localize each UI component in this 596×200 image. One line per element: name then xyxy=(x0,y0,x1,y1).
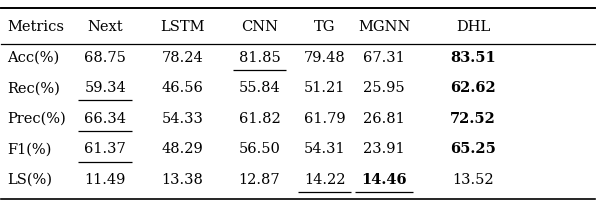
Text: 46.56: 46.56 xyxy=(162,81,203,95)
Text: Metrics: Metrics xyxy=(7,20,64,34)
Text: 56.50: 56.50 xyxy=(238,142,280,156)
Text: Next: Next xyxy=(88,20,123,34)
Text: 51.21: 51.21 xyxy=(304,81,346,95)
Text: 13.38: 13.38 xyxy=(162,173,203,187)
Text: Acc(%): Acc(%) xyxy=(7,51,60,65)
Text: 13.52: 13.52 xyxy=(452,173,494,187)
Text: 14.22: 14.22 xyxy=(304,173,346,187)
Text: 23.91: 23.91 xyxy=(363,142,405,156)
Text: LSTM: LSTM xyxy=(160,20,204,34)
Text: 61.82: 61.82 xyxy=(238,112,280,126)
Text: 54.33: 54.33 xyxy=(162,112,203,126)
Text: DHL: DHL xyxy=(456,20,490,34)
Text: 67.31: 67.31 xyxy=(363,51,405,65)
Text: 54.31: 54.31 xyxy=(304,142,346,156)
Text: 68.75: 68.75 xyxy=(84,51,126,65)
Text: 61.37: 61.37 xyxy=(84,142,126,156)
Text: 59.34: 59.34 xyxy=(84,81,126,95)
Text: 12.87: 12.87 xyxy=(238,173,280,187)
Text: 55.84: 55.84 xyxy=(238,81,280,95)
Text: Prec(%): Prec(%) xyxy=(7,112,66,126)
Text: 11.49: 11.49 xyxy=(85,173,126,187)
Text: 14.46: 14.46 xyxy=(361,173,407,187)
Text: Rec(%): Rec(%) xyxy=(7,81,60,95)
Text: LS(%): LS(%) xyxy=(7,173,52,187)
Text: F1(%): F1(%) xyxy=(7,142,52,156)
Text: 48.29: 48.29 xyxy=(162,142,203,156)
Text: CNN: CNN xyxy=(241,20,278,34)
Text: 62.62: 62.62 xyxy=(450,81,496,95)
Text: 79.48: 79.48 xyxy=(304,51,346,65)
Text: 81.85: 81.85 xyxy=(238,51,280,65)
Text: 61.79: 61.79 xyxy=(304,112,346,126)
Text: MGNN: MGNN xyxy=(358,20,410,34)
Text: 83.51: 83.51 xyxy=(450,51,496,65)
Text: 72.52: 72.52 xyxy=(450,112,496,126)
Text: 65.25: 65.25 xyxy=(450,142,496,156)
Text: 78.24: 78.24 xyxy=(162,51,203,65)
Text: 66.34: 66.34 xyxy=(84,112,126,126)
Text: 26.81: 26.81 xyxy=(363,112,405,126)
Text: 25.95: 25.95 xyxy=(363,81,405,95)
Text: TG: TG xyxy=(314,20,336,34)
